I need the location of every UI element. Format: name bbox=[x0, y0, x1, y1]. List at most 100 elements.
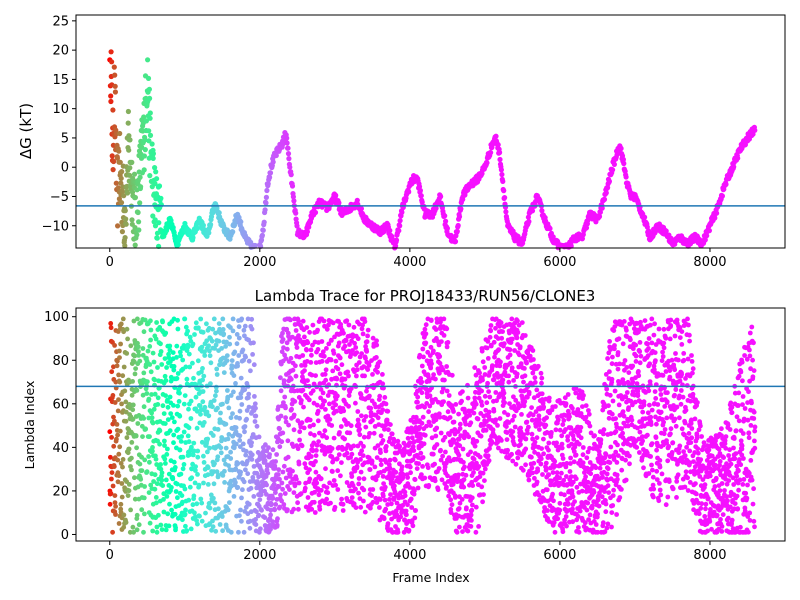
lambda-point bbox=[266, 445, 271, 451]
lambda-point bbox=[362, 319, 368, 324]
lambda-point bbox=[336, 340, 342, 346]
lambda-point bbox=[412, 477, 418, 482]
lambda-point bbox=[181, 343, 187, 348]
lambda-point bbox=[308, 347, 314, 353]
lambda-point bbox=[179, 493, 185, 498]
lambda-point bbox=[141, 416, 147, 421]
lambda-point bbox=[201, 480, 206, 486]
lambda-point bbox=[588, 471, 594, 477]
lambda-point bbox=[351, 501, 357, 507]
lambda-point bbox=[434, 425, 440, 431]
lambda-point bbox=[536, 492, 542, 498]
lambda-point bbox=[500, 377, 506, 383]
lambda-point bbox=[614, 472, 620, 478]
lambda-point bbox=[125, 336, 130, 342]
lambda-point bbox=[410, 457, 416, 463]
lambda-point bbox=[437, 360, 443, 366]
lambda-point bbox=[170, 476, 176, 482]
lambda-point bbox=[529, 465, 535, 471]
lambda-point bbox=[339, 496, 344, 502]
lambda-point bbox=[159, 362, 165, 367]
lambda-point bbox=[459, 398, 464, 404]
lambda-point bbox=[552, 459, 558, 464]
lambda-point bbox=[522, 333, 528, 338]
dg-point bbox=[597, 209, 604, 215]
lambda-point bbox=[512, 348, 517, 353]
lambda-point bbox=[142, 511, 147, 517]
lambda-point bbox=[523, 446, 529, 452]
dg-point bbox=[263, 200, 269, 206]
lambda-point bbox=[433, 433, 439, 439]
dg-point bbox=[614, 151, 621, 157]
lambda-point bbox=[332, 504, 338, 510]
lambda-point bbox=[371, 430, 377, 436]
lambda-point bbox=[586, 408, 591, 413]
lambda-point bbox=[145, 379, 150, 385]
lambda-point bbox=[353, 486, 358, 492]
lambda-point bbox=[607, 392, 613, 398]
lambda-point bbox=[210, 326, 216, 332]
lambda-point bbox=[610, 493, 616, 498]
lambda-point bbox=[226, 463, 232, 468]
lambda-point bbox=[249, 440, 255, 445]
lambda-point bbox=[344, 450, 350, 456]
lambda-point bbox=[619, 487, 624, 492]
lambda-point bbox=[243, 448, 249, 454]
lambda-point bbox=[475, 416, 481, 422]
lambda-point bbox=[460, 529, 465, 534]
lambda-point bbox=[126, 482, 132, 487]
lambda-point bbox=[183, 507, 188, 513]
lambda-point bbox=[497, 416, 503, 421]
lambda-point bbox=[587, 460, 593, 465]
lambda-point bbox=[239, 495, 244, 501]
lambda-point bbox=[463, 472, 469, 478]
lambda-point bbox=[236, 335, 242, 341]
lambda-point bbox=[313, 469, 319, 475]
lambda-point bbox=[220, 528, 226, 534]
lambda-point bbox=[200, 329, 206, 335]
lambda-point bbox=[586, 517, 591, 522]
lambda-point bbox=[578, 425, 584, 430]
lambda-point bbox=[574, 484, 580, 490]
lambda-point bbox=[578, 435, 584, 441]
lambda-point bbox=[378, 457, 384, 463]
lambda-point bbox=[374, 342, 380, 348]
lambda-point bbox=[214, 388, 219, 394]
lambda-point bbox=[612, 343, 617, 348]
lambda-point bbox=[389, 431, 395, 437]
lambda-point bbox=[428, 344, 434, 350]
lambda-point bbox=[607, 369, 612, 375]
dg-point bbox=[289, 183, 296, 189]
lambda-point bbox=[316, 439, 321, 444]
lambda-point bbox=[302, 485, 308, 491]
dg-point bbox=[263, 194, 269, 200]
lambda-point bbox=[522, 373, 528, 379]
dg-point bbox=[525, 214, 532, 220]
lambda-point bbox=[477, 474, 483, 480]
lambda-point bbox=[180, 517, 185, 523]
lambda-point bbox=[228, 325, 233, 330]
lambda-point bbox=[345, 369, 351, 375]
dg-point bbox=[129, 217, 135, 223]
dg-point bbox=[141, 114, 147, 120]
lambda-point bbox=[327, 401, 332, 407]
dg-point bbox=[120, 189, 126, 195]
lambda-point bbox=[330, 405, 336, 411]
lambda-point bbox=[314, 448, 319, 453]
lambda-point bbox=[624, 365, 630, 370]
lambda-point bbox=[422, 326, 428, 332]
lambda-point bbox=[366, 363, 372, 368]
lambda-point bbox=[243, 452, 249, 458]
lambda-point bbox=[223, 421, 229, 427]
dg-point bbox=[252, 242, 258, 249]
lambda-point bbox=[205, 436, 211, 442]
lambda-point bbox=[238, 469, 244, 475]
lambda-point bbox=[315, 418, 321, 424]
lambda-point bbox=[387, 497, 392, 502]
lambda-point bbox=[570, 506, 575, 512]
lambda-point bbox=[448, 510, 454, 515]
lambda-point bbox=[256, 512, 262, 518]
lambda-point bbox=[302, 368, 307, 373]
lambda-point bbox=[320, 402, 326, 408]
